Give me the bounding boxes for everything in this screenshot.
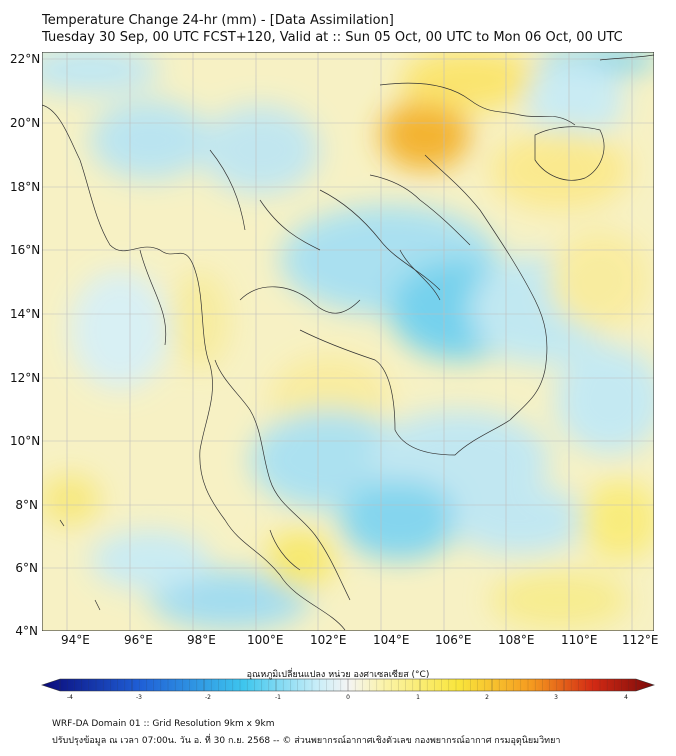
lat-label-14n: 14°N: [10, 307, 41, 321]
colorbar-label: อุณหภูมิเปลี่ยนแปลง หน่วย องศาเซลเซียส (…: [246, 670, 430, 680]
footer-update-info: ปรับปรุงข้อมูล ณ เวลา 07:00น. วัน อ. ที่…: [52, 736, 561, 746]
colorbar: [41, 678, 655, 692]
lon-label-108e: 108°E: [498, 633, 535, 647]
lat-label-18n: 18°N: [10, 180, 41, 194]
graticule: [42, 52, 654, 631]
lat-label-20n: 20°N: [10, 116, 41, 130]
footer-domain-info: WRF-DA Domain 01 :: Grid Resolution 9km …: [52, 719, 275, 729]
map-title-line-2: Tuesday 30 Sep, 00 UTC FCST+120, Valid a…: [42, 30, 623, 45]
colorbar-tick-m4: -4: [67, 694, 73, 701]
lat-label-22n: 22°N: [10, 52, 41, 66]
lat-label-10n: 10°N: [10, 434, 41, 448]
colorbar-tick-4: 4: [624, 694, 628, 701]
colorbar-tick-3: 3: [554, 694, 558, 701]
lon-label-112e: 112°E: [622, 633, 659, 647]
lon-label-96e: 96°E: [124, 633, 153, 647]
temperature-field: [42, 52, 654, 631]
coastlines: [42, 54, 654, 631]
colorbar-tick-0: 0: [346, 694, 350, 701]
lon-label-100e: 100°E: [247, 633, 284, 647]
lon-label-102e: 102°E: [310, 633, 347, 647]
lon-label-106e: 106°E: [435, 633, 472, 647]
lat-label-12n: 12°N: [10, 371, 41, 385]
map-title-line-1: Temperature Change 24-hr (mm) - [Data As…: [42, 13, 394, 28]
lat-label-4n: 4°N: [15, 624, 38, 638]
colorbar-tick-m2: -2: [205, 694, 211, 701]
colorbar-tick-2: 2: [485, 694, 489, 701]
lat-label-8n: 8°N: [15, 498, 38, 512]
lon-label-98e: 98°E: [187, 633, 216, 647]
lon-label-104e: 104°E: [373, 633, 410, 647]
lat-label-16n: 16°N: [10, 243, 41, 257]
lat-label-6n: 6°N: [15, 561, 38, 575]
lon-label-94e: 94°E: [61, 633, 90, 647]
colorbar-tick-m3: -3: [136, 694, 142, 701]
colorbar-tick-m1: -1: [275, 694, 281, 701]
lon-label-110e: 110°E: [561, 633, 598, 647]
colorbar-tick-1: 1: [416, 694, 420, 701]
